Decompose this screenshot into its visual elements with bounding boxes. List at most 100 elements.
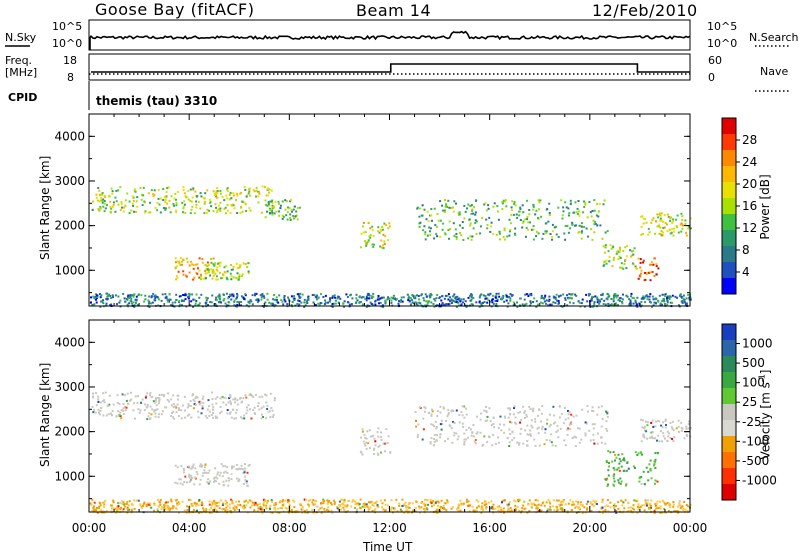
velocity-cell — [160, 508, 163, 510]
velocity-cell — [186, 414, 189, 417]
velocity-cell — [157, 498, 159, 501]
velocity-colorbar-segment — [722, 340, 736, 357]
velocity-cell — [648, 463, 651, 466]
velocity-cell — [238, 467, 241, 470]
velocity-cell — [530, 434, 532, 437]
power-cell — [519, 207, 522, 210]
power-cell — [431, 219, 433, 222]
velocity-cell — [363, 443, 366, 445]
power-cell — [644, 295, 647, 298]
power-cell — [464, 300, 467, 303]
power-cell — [413, 296, 415, 299]
power-cell — [590, 215, 593, 218]
velocity-cell — [680, 429, 683, 432]
power-cell — [532, 301, 535, 303]
power-cell — [480, 293, 483, 296]
velocity-cell — [472, 424, 475, 426]
velocity-cell — [605, 427, 608, 430]
velocity-cell — [327, 509, 330, 512]
velocity-cell — [212, 406, 215, 409]
power-cell — [199, 192, 202, 195]
power-cell — [636, 305, 639, 308]
velocity-cell — [269, 507, 271, 510]
velocity-cell — [386, 442, 389, 444]
power-cell — [175, 274, 178, 277]
power-cell — [519, 210, 522, 213]
velocity-cell — [215, 416, 218, 419]
power-cell — [124, 300, 127, 303]
power-cell — [657, 216, 660, 219]
velocity-cell — [228, 479, 230, 482]
power-cell — [281, 214, 284, 217]
velocity-cell — [188, 473, 191, 476]
velocity-cell — [669, 505, 671, 508]
velocity-cell — [662, 421, 665, 424]
velocity-cell — [664, 437, 666, 440]
velocity-cell — [502, 507, 505, 510]
freq-label: Freq. — [5, 54, 33, 67]
velocity-cell — [155, 408, 157, 411]
power-cell — [92, 200, 95, 203]
power-cell — [494, 296, 497, 299]
velocity-cell — [485, 507, 487, 510]
velocity-cell — [429, 442, 432, 445]
velocity-colorbar-segment — [722, 372, 736, 389]
velocity-cell — [424, 498, 426, 501]
velocity-cell — [177, 398, 179, 401]
velocity-cell — [561, 501, 564, 504]
velocity-cell — [373, 452, 375, 455]
power-cell — [501, 201, 504, 203]
velocity-cell — [93, 408, 95, 411]
velocity-cell — [430, 414, 433, 417]
power-cell — [228, 293, 231, 296]
velocity-cell — [169, 507, 172, 510]
velocity-cell — [292, 499, 295, 502]
power-cell — [536, 303, 539, 306]
velocity-cell — [239, 416, 242, 419]
power-cell — [223, 207, 226, 210]
velocity-cell — [609, 501, 612, 504]
velocity-cell — [481, 502, 484, 505]
velocity-cell — [420, 502, 423, 504]
power-cell — [247, 270, 250, 273]
power-cell — [296, 293, 299, 296]
velocity-cell — [522, 405, 525, 408]
velocity-cell — [379, 499, 382, 502]
velocity-cell — [155, 397, 157, 400]
power-cell — [307, 298, 310, 301]
power-cell — [470, 204, 473, 207]
velocity-cell — [471, 431, 474, 434]
velocity-cell — [211, 398, 214, 400]
power-cell — [233, 300, 236, 303]
velocity-cell — [568, 411, 571, 413]
power-cell — [188, 293, 191, 296]
velocity-cell — [607, 474, 610, 477]
velocity-cell — [377, 453, 380, 456]
power-cell — [266, 210, 268, 213]
power-cell — [235, 262, 238, 265]
velocity-cell — [194, 397, 197, 400]
power-cell — [616, 304, 619, 307]
velocity-cell — [168, 509, 171, 512]
power-cell — [681, 301, 684, 304]
power-cell — [238, 301, 241, 304]
velocity-cell — [377, 445, 380, 448]
velocity-cell — [540, 412, 543, 415]
velocity-cell — [416, 433, 419, 436]
velocity-cell — [622, 458, 625, 461]
power-cell — [483, 301, 486, 303]
power-cell — [112, 296, 114, 299]
velocity-cell — [529, 408, 532, 410]
velocity-cell — [305, 509, 308, 511]
power-cell — [429, 230, 431, 233]
velocity-cell — [641, 419, 644, 422]
power-cell — [212, 270, 215, 273]
velocity-cell — [226, 511, 228, 514]
power-cell — [118, 301, 121, 304]
power-cell — [654, 298, 657, 301]
power-cell — [478, 305, 481, 308]
velocity-cell — [463, 405, 466, 408]
power-cell — [160, 299, 163, 302]
velocity-cell — [92, 506, 95, 509]
power-cell — [346, 296, 349, 298]
